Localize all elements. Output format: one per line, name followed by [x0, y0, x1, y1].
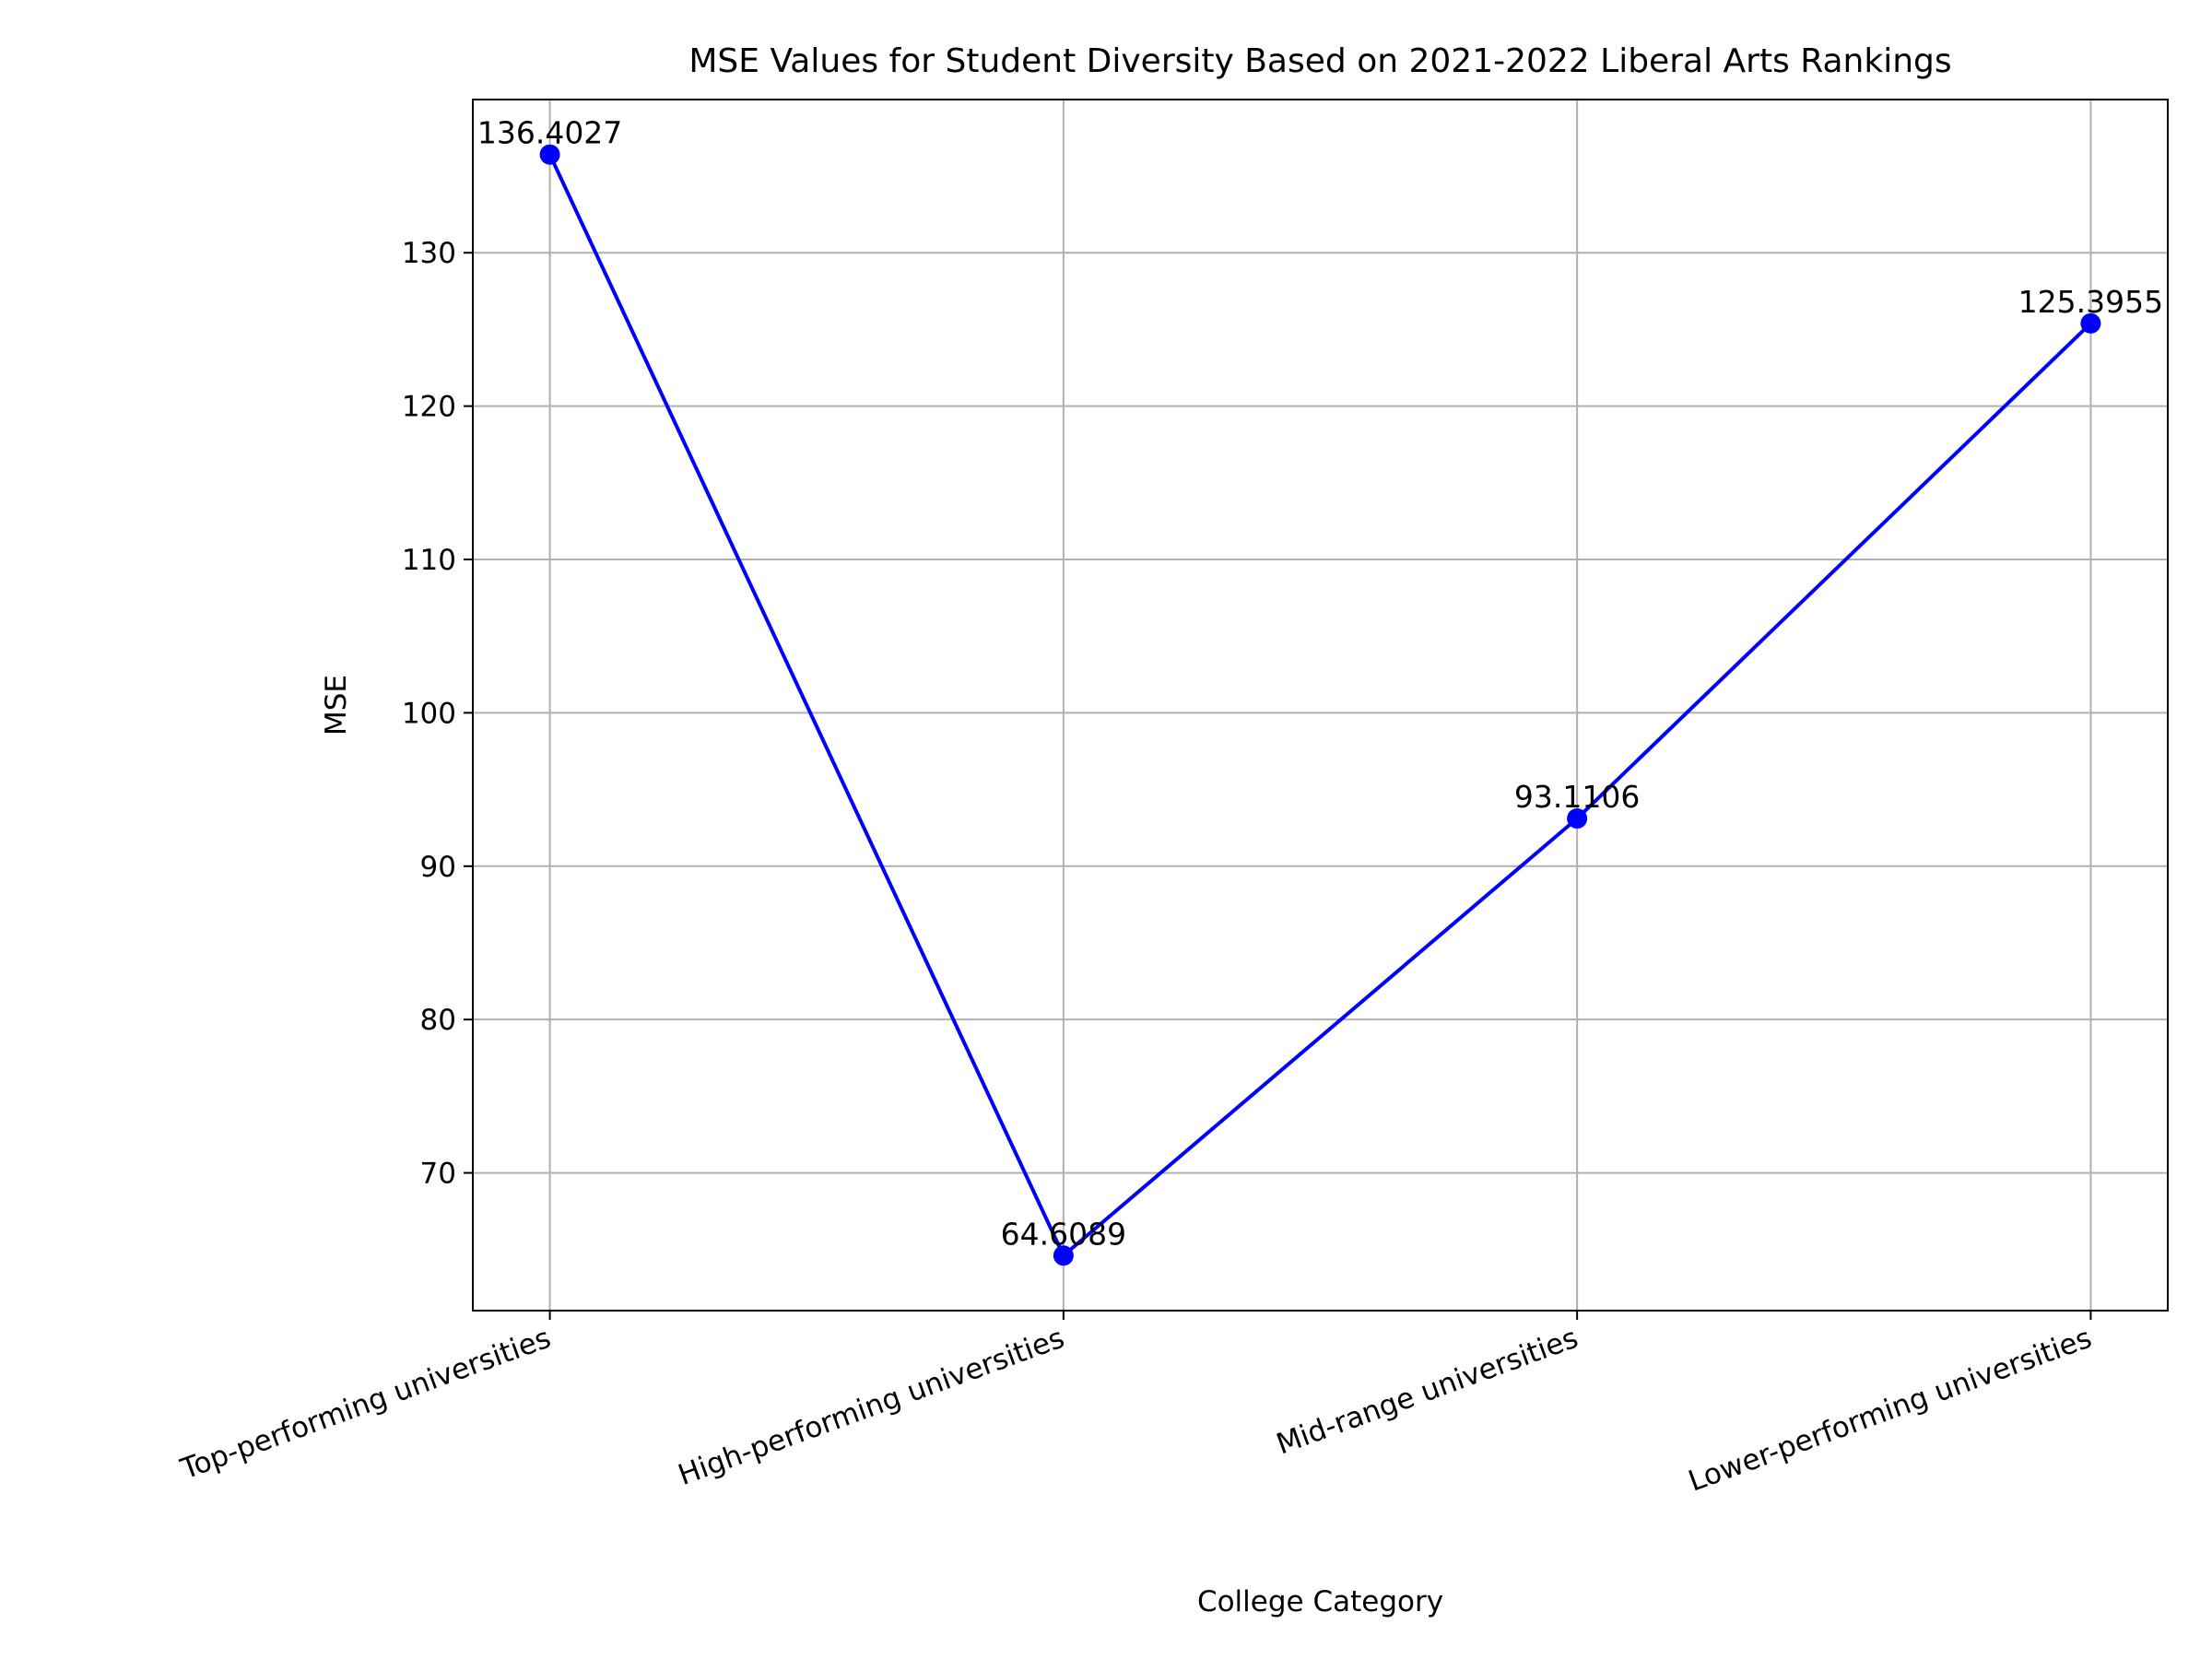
data-label: 64.6089	[1001, 1216, 1126, 1252]
y-tick-label: 100	[402, 697, 456, 730]
data-point	[539, 144, 560, 165]
series-layer	[539, 144, 2101, 1266]
y-tick-label: 120	[402, 391, 456, 424]
axes-frame	[472, 99, 2169, 1312]
data-label: 125.3955	[2018, 284, 2163, 320]
y-tick-label: 130	[402, 237, 456, 270]
y-axis-label: MSE	[320, 675, 353, 735]
x-axis-label: College Category	[1197, 1585, 1443, 1618]
y-tick-label: 90	[420, 851, 456, 884]
chart-title: MSE Values for Student Diversity Based o…	[688, 42, 1951, 80]
data-label: 136.4027	[477, 115, 622, 151]
y-tick-label: 70	[420, 1158, 456, 1191]
series-line	[547, 153, 2092, 1258]
data-point	[2080, 312, 2101, 334]
data-point	[1053, 1245, 1074, 1266]
data-point	[1567, 808, 1588, 830]
y-tick-label: 110	[402, 544, 456, 577]
data-label: 93.1106	[1514, 779, 1640, 815]
grid	[473, 100, 2168, 1311]
axes-frame-layer	[472, 99, 2169, 1312]
y-tick-label: 80	[420, 1004, 456, 1037]
data-labels: 136.4027 64.6089 93.1106 125.3955	[477, 115, 2163, 1253]
